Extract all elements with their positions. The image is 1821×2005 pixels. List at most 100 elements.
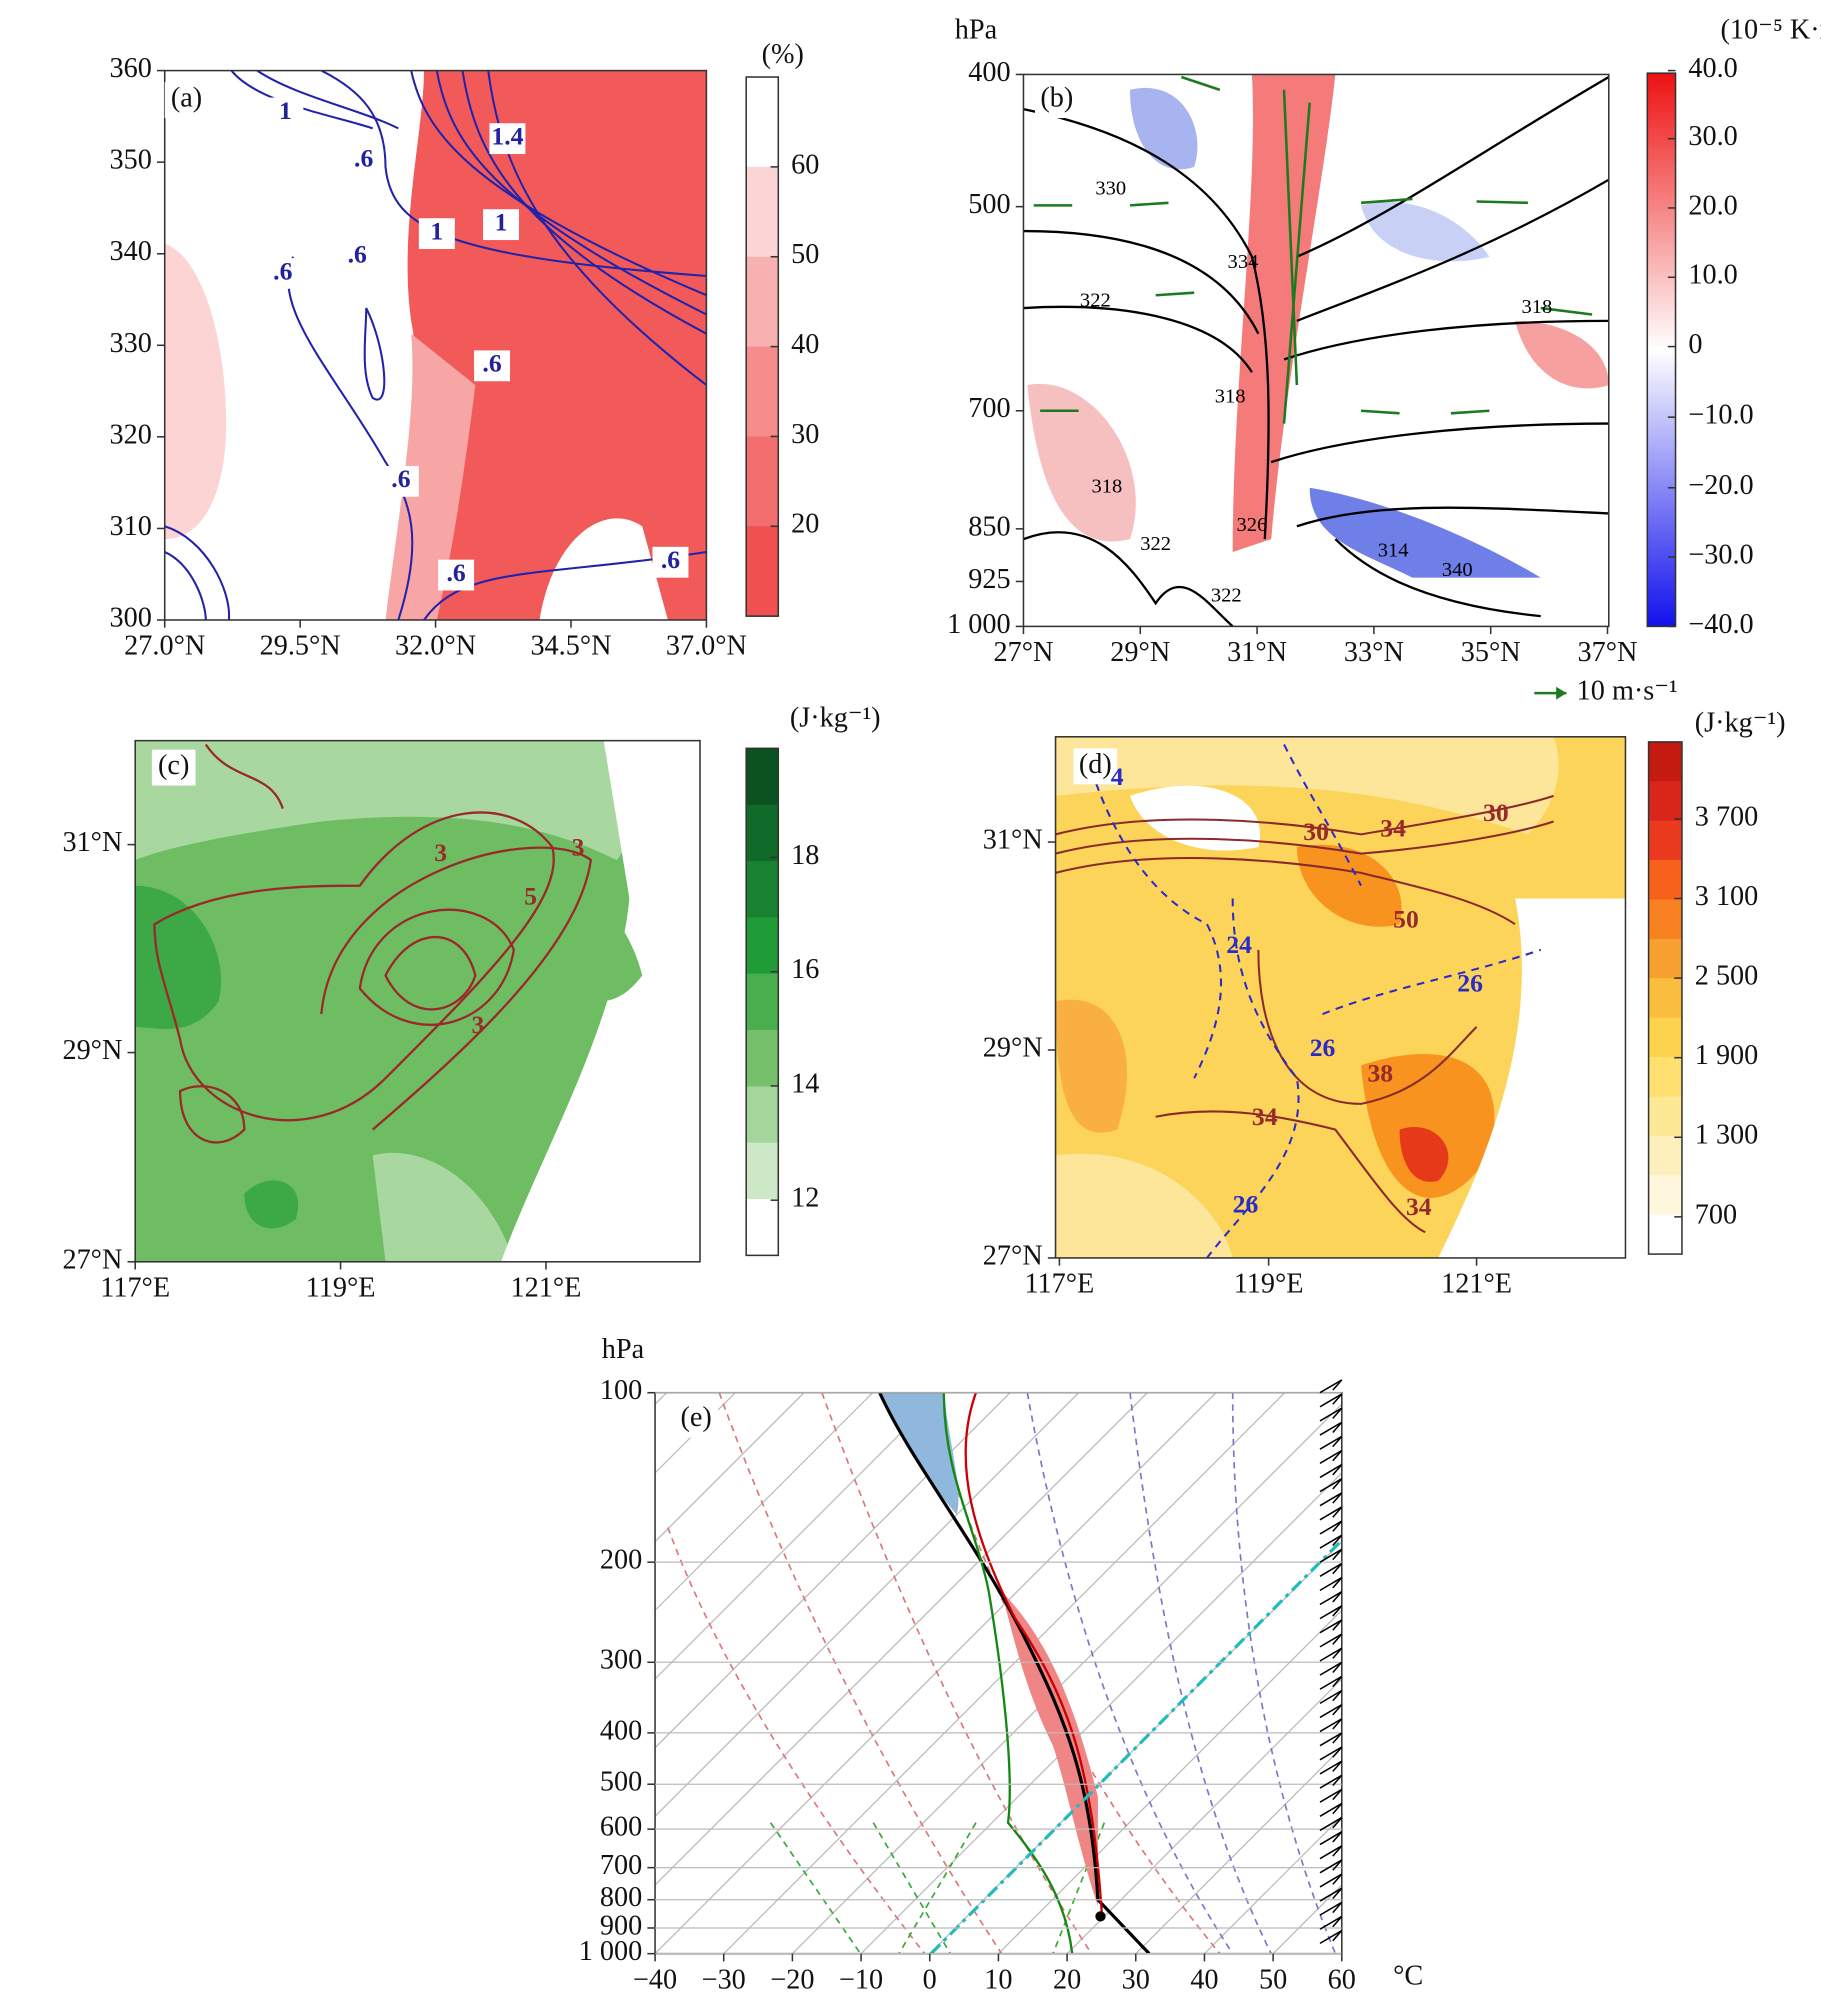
x-tick-label: 31°N	[1227, 637, 1287, 668]
colorbar-segment	[746, 861, 779, 918]
contour-label: 26	[1233, 1189, 1259, 1218]
panel-c-field	[135, 740, 700, 1262]
y-tick-label: 29°N	[62, 1035, 122, 1066]
isotherm	[655, 1392, 668, 1406]
panel-label: (a)	[171, 83, 202, 114]
x-tick-label: 37°N	[1578, 637, 1638, 668]
wind-barb	[1319, 1379, 1343, 1394]
wind-barb	[1319, 1661, 1343, 1676]
contour-label: 34	[1406, 1192, 1432, 1221]
isotherm	[655, 1392, 1217, 1954]
colorbar-label: 18	[791, 840, 819, 871]
x-tick-label: −10	[839, 1964, 883, 1995]
unit-label: °C	[1393, 1961, 1423, 1992]
isotherm	[1135, 1746, 1342, 1954]
contour-label: 4	[1111, 762, 1124, 791]
x-tick-label: 117°E	[1024, 1269, 1094, 1300]
wind-barb	[1319, 1703, 1343, 1719]
colorbar-label: 700	[1695, 1199, 1737, 1230]
contour-label-bg	[267, 97, 304, 129]
contour-label: .6	[348, 240, 367, 269]
contour-label: 26	[1310, 1033, 1336, 1062]
plot-frame	[134, 739, 701, 1263]
colorbar-label: 40	[791, 329, 819, 360]
y-tick-label: 850	[968, 511, 1010, 542]
wind-barb	[1319, 1732, 1343, 1747]
colorbar-segment	[1648, 1057, 1682, 1098]
colorbar-label: 1 900	[1695, 1040, 1759, 1071]
contour-label: 3	[434, 838, 447, 867]
y-tick-label: 31°N	[62, 827, 122, 858]
x-tick-label: 121°E	[1441, 1269, 1512, 1300]
y-tick-label: 400	[600, 1715, 642, 1746]
isotherm	[1203, 1815, 1342, 1954]
colorbar-label: 50	[791, 239, 819, 270]
wind-barb	[1319, 1435, 1343, 1450]
x-tick-label: −20	[770, 1964, 814, 1995]
y-tick-label: 320	[110, 419, 152, 450]
contour-label: .6	[661, 545, 680, 574]
contour-label: 50	[1393, 905, 1419, 934]
wind-barb	[1319, 1492, 1343, 1507]
colorbar-segment	[746, 526, 779, 617]
contour-label: 326	[1237, 514, 1268, 536]
contour-label-bg	[382, 465, 419, 497]
colorbar-segment	[1648, 860, 1682, 901]
x-tick-label: 121°E	[511, 1273, 582, 1304]
x-tick-label: 37.0°N	[666, 631, 747, 662]
contour-label: .6	[446, 558, 465, 587]
wind-barb	[1319, 1718, 1343, 1733]
colorbar-label: 40.0	[1688, 53, 1737, 84]
colorbar-segment	[1648, 938, 1682, 979]
plot-frame	[1022, 73, 1610, 628]
colorbar-segment	[1648, 1135, 1682, 1176]
colorbar-label: 20.0	[1688, 190, 1737, 221]
y-tick-label: 500	[968, 189, 1010, 220]
wind-barb	[1319, 1929, 1343, 1945]
colorbar-label: 12	[791, 1183, 819, 1214]
isotherm	[655, 1392, 1148, 1886]
colorbar-segment	[1648, 978, 1682, 1019]
wind-barb	[1319, 1647, 1343, 1662]
y-tick-label: 300	[110, 602, 152, 633]
colorbar-label: 1 300	[1695, 1120, 1759, 1151]
colorbar-label: 16	[791, 954, 819, 985]
colorbar-segment	[746, 436, 779, 527]
contour-label: 34	[1252, 1102, 1278, 1131]
x-tick-label: 10	[984, 1964, 1012, 1995]
isotherm	[1685, 1393, 1821, 1954]
wind-barb	[1319, 1421, 1343, 1436]
colorbar-segment	[1648, 1017, 1682, 1058]
y-tick-label: 360	[110, 53, 152, 84]
colorbar-label: 20	[791, 509, 819, 540]
isotherm	[1548, 1393, 1821, 1954]
colorbar-segment	[746, 77, 779, 168]
axis-unit: hPa	[602, 1334, 645, 1365]
colorbar-label: 3 100	[1695, 881, 1759, 912]
colorbar-segment	[1648, 899, 1682, 940]
colorbar-label: 0	[1688, 329, 1702, 360]
isotherm	[655, 1392, 736, 1474]
contour-label: 26	[1457, 969, 1483, 998]
colorbar-label: 30	[791, 419, 819, 450]
panel-label-bg	[674, 1401, 718, 1438]
x-tick-label: 50	[1259, 1964, 1287, 1995]
colorbar-label: −10.0	[1688, 400, 1753, 431]
panel-label: (d)	[1079, 749, 1112, 780]
wind-barb	[1319, 1802, 1343, 1817]
contour-label-bg	[474, 350, 511, 382]
contour-label: 30	[1483, 798, 1509, 827]
contour-label: 30	[1303, 817, 1329, 846]
contour-label: 318	[1092, 475, 1123, 497]
x-tick-label: 27°N	[994, 637, 1054, 668]
x-tick-label: 33°N	[1344, 637, 1404, 668]
panel-label: (c)	[158, 750, 189, 781]
vector-key-label: 10 m·s⁻¹	[1577, 676, 1678, 707]
colorbar-segment	[746, 917, 779, 975]
y-tick-label: 1 000	[947, 609, 1011, 640]
y-tick-label: 1 000	[579, 1936, 643, 1967]
wind-barb	[1319, 1915, 1343, 1930]
colorbar-segment	[746, 1030, 779, 1088]
